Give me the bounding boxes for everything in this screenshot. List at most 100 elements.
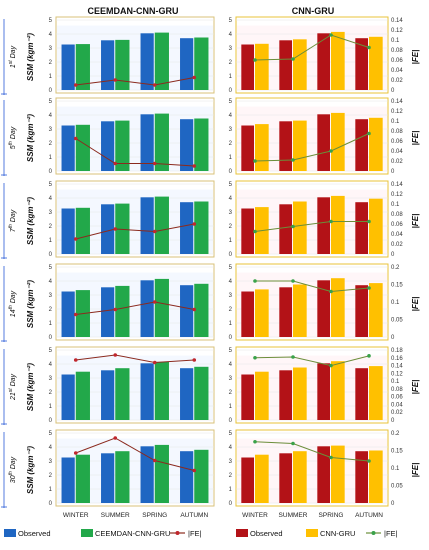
y2-tick-label: 0.08 [391,387,403,393]
panel-left-1: 0 1 2 3 4 5 SSM (kgm⁻²) 1st Day [1,16,215,95]
y-tick-label: 3 [49,46,53,52]
bar-observed [355,38,368,90]
fe-point [152,458,157,463]
bar-predicted [194,37,209,90]
y-tick-label: 1 [49,404,53,410]
y-tick-label: 0 [49,335,53,341]
fe-point [253,355,257,360]
y2-tick-label: 0.1 [391,466,400,472]
y2-tick-label: 0 [391,501,395,507]
y2-tick-label: 0.1 [391,119,400,125]
bar-observed [180,285,194,337]
fe-point [291,279,295,283]
bar-predicted [194,283,209,337]
legend-left-fe-marker [175,531,180,535]
y2-tick-label: 0.2 [391,265,400,271]
fe-point [113,307,118,312]
bar-observed [180,38,194,90]
bar-observed [140,363,154,420]
bar-predicted [255,43,269,90]
fe-line [75,437,195,471]
y-tick-label: 4 [49,196,53,202]
x-tick-label: SPRING [142,512,167,519]
y2-tick-label: 0.12 [391,371,403,377]
bar-predicted [194,449,209,503]
fe-point [73,451,78,455]
fe-point [152,229,157,234]
fe-point [192,468,197,473]
y2-tick-label: 0 [391,252,395,258]
bar-predicted [75,207,90,254]
bar-observed [241,125,254,171]
fe-line [254,133,370,162]
bar-observed [317,363,330,420]
y-tick-label: 4 [49,113,53,119]
bar-observed [279,453,292,503]
panel-right-1: 0 1 2 3 4 5 0 0.02 0.04 0.06 0.08 0.1 0.12 0.14 |FE| [229,16,420,94]
bar-predicted [369,117,383,171]
y2-tick-label: 0.06 [391,395,403,401]
bar-predicted [331,112,345,171]
y-tick-label: 0 [49,252,53,258]
fe-point [329,455,333,460]
bar-predicted [194,118,209,171]
bar-predicted [331,195,345,254]
panel-left-4: 0 1 2 3 4 5 SSM (kgm⁻²) 14th Day [1,263,215,342]
x-tick-label: SUMMER [279,512,308,519]
fe-point [192,307,197,312]
y2-tick-label: 0 [391,169,395,175]
bar-predicted [331,31,345,90]
legend-left-pred-swatch [81,529,93,537]
bar-observed [140,197,154,254]
fe-line [255,280,370,293]
fe-point [73,136,78,141]
y2-tick-label: 0.02 [391,78,403,84]
fe-point [113,436,118,440]
y-tick-label: 2 [229,60,233,66]
y2-axis-label: |FE| [411,463,420,478]
y-tick-label: 5 [49,265,53,271]
fe-point [367,459,371,463]
fe-point [291,441,295,446]
bar-observed [101,370,115,420]
fe-point [152,83,157,87]
y2-tick-label: 0.14 [391,18,403,24]
fe-point [192,164,197,168]
y-axis-label: SSM (kgm⁻²) [26,114,35,163]
y-tick-label: 5 [229,431,233,437]
y2-axis-label: |FE| [411,380,420,395]
y-tick-label: 3 [229,376,233,382]
fe-line [75,138,195,167]
bar-observed [355,285,368,337]
fe-line [75,77,195,86]
bar-observed [180,451,194,503]
panel-right-2: 0 1 2 3 4 5 0 0.02 0.04 0.06 0.08 0.1 0.12 0.14 |FE| [229,97,420,175]
bar-observed [61,374,75,420]
y-tick-label: 5 [49,348,53,354]
y2-tick-label: 0.04 [391,232,403,238]
bar-predicted [194,366,209,420]
y2-tick-label: 0.12 [391,192,403,198]
bar-observed [241,44,254,90]
y-tick-label: 2 [229,224,233,230]
fe-point [113,161,118,166]
fe-line [254,441,370,462]
day-label: 1st Day [8,45,17,68]
bar-observed [101,121,115,171]
y-tick-label: 5 [49,18,53,24]
bar-predicted [255,371,269,420]
bar-predicted [293,201,307,254]
y2-tick-label: 0.15 [391,283,403,289]
fe-point [367,219,371,224]
y-tick-label: 1 [229,487,233,493]
fe-point [329,33,333,37]
bar-observed [317,114,330,171]
bar-predicted [115,39,130,90]
x-tick-label: AUTUMN [355,512,383,519]
bar-predicted [331,361,345,420]
fe-point [73,83,78,87]
bar-predicted [369,450,383,503]
bar-observed [355,202,368,254]
bar-predicted [293,284,307,337]
y2-tick-label: 0.12 [391,28,403,34]
